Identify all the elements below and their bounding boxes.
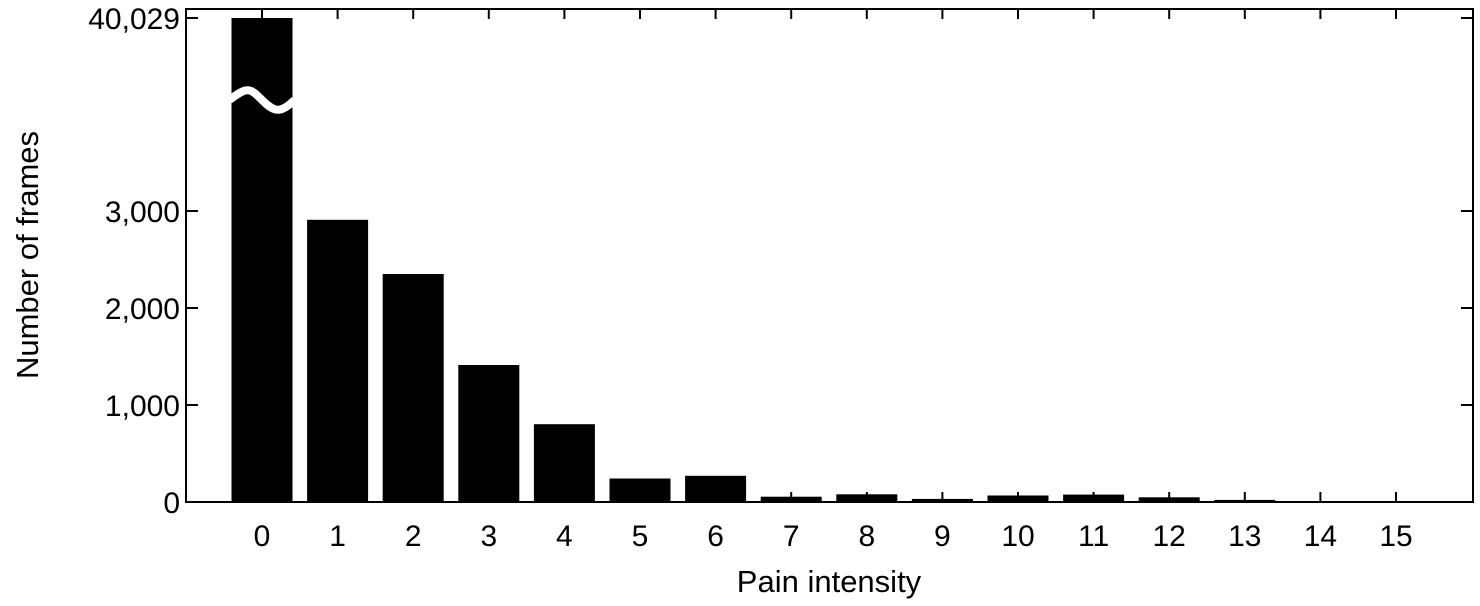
bar-3 — [458, 365, 520, 502]
y-tick-label-4: 40,029 — [88, 3, 180, 36]
x-tick-label-9: 9 — [934, 520, 951, 553]
x-tick-label-0: 0 — [254, 520, 271, 553]
axis-break-mark — [227, 86, 298, 114]
y-tick-label-2: 2,000 — [105, 293, 180, 326]
x-tick-label-11: 11 — [1078, 520, 1109, 553]
x-tick-label-10: 10 — [1001, 520, 1034, 553]
x-tick-label-13: 13 — [1228, 520, 1261, 553]
x-tick-label-7: 7 — [783, 520, 800, 553]
x-tick-label-6: 6 — [707, 520, 724, 553]
y-tick-label-0: 0 — [163, 487, 180, 520]
x-tick-label-14: 14 — [1304, 520, 1337, 553]
x-tick-label-2: 2 — [405, 520, 422, 553]
x-tick-label-15: 15 — [1379, 520, 1412, 553]
y-tick-labels: 0 1,000 2,000 3,000 40,029 — [88, 3, 180, 520]
x-tick-label-3: 3 — [480, 520, 497, 553]
x-tick-label-4: 4 — [556, 520, 573, 553]
bars-group — [227, 18, 1427, 503]
y-tick-label-3: 3,000 — [105, 196, 180, 229]
ticks-group — [186, 9, 1473, 503]
bar-5 — [609, 478, 671, 502]
bar-4 — [533, 424, 595, 502]
plot-frame — [185, 8, 1474, 503]
x-axis-title: Pain intensity — [737, 564, 922, 599]
x-tick-label-12: 12 — [1153, 520, 1186, 553]
x-tick-labels: 0 1 2 3 4 5 6 7 8 9 10 11 12 13 14 15 — [254, 520, 1413, 553]
y-axis-title: Number of frames — [10, 131, 45, 379]
bar-2 — [382, 274, 444, 502]
bar-1 — [307, 219, 369, 503]
x-tick-label-5: 5 — [632, 520, 649, 553]
x-tick-label-1: 1 — [329, 520, 346, 553]
bar-14 — [1289, 501, 1351, 503]
x-tick-label-8: 8 — [858, 520, 875, 553]
y-tick-label-1: 1,000 — [105, 390, 180, 423]
